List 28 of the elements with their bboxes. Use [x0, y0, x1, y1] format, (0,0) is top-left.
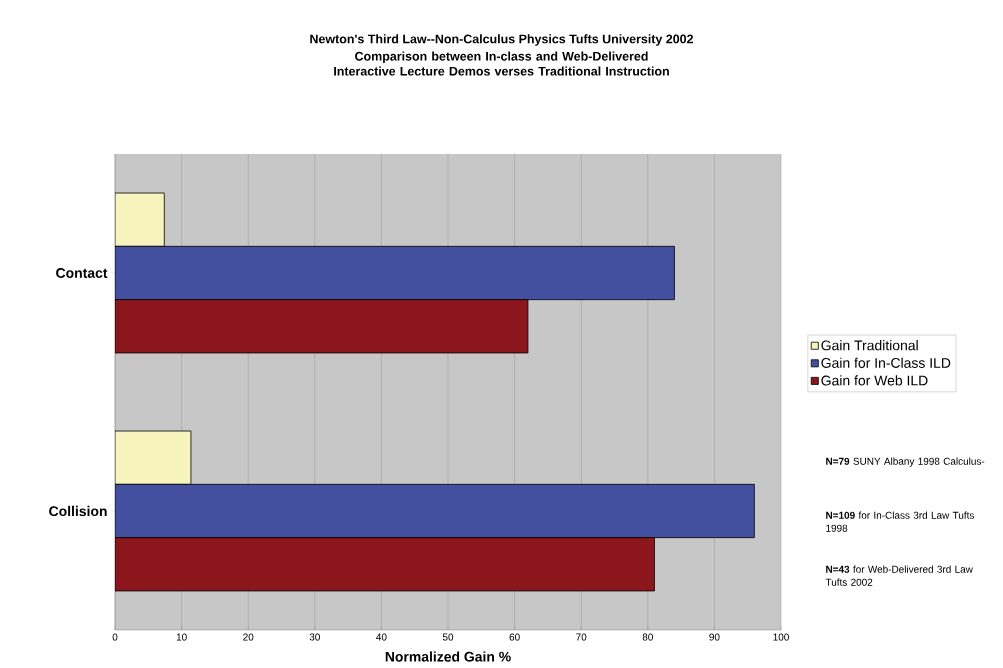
- x-tick-label: 40: [376, 633, 387, 641]
- y-tick-label: Collision: [49, 505, 107, 517]
- chart-title: Newton's Third Law--Non-Calculus Physics Tufts University 2002: [310, 34, 693, 46]
- text: N=43 for Web-Delivered 3rd Law Tufts 2002: [825, 565, 973, 586]
- x-tick-label: 10: [176, 633, 187, 641]
- bar: [115, 537, 655, 592]
- x-tick-label: 0: [112, 633, 118, 641]
- x-tick-label: 90: [709, 633, 720, 641]
- bar: [115, 483, 755, 539]
- legend-label: Gain Traditional: [821, 340, 918, 351]
- x-tick-label: 100: [773, 633, 789, 641]
- x-tick-label: 30: [309, 633, 320, 641]
- text: N=79 SUNY Albany 1998 Calculus-: [826, 457, 985, 467]
- bar: [115, 245, 675, 301]
- x-tick-label: 70: [576, 633, 587, 641]
- x-tick-label: 20: [243, 633, 254, 641]
- bar: [115, 430, 192, 485]
- legend-label: Gain for Web ILD: [821, 375, 928, 386]
- x-axis-title: Normalized Gain %: [385, 651, 511, 662]
- x-tick-label: 50: [442, 633, 454, 641]
- legend-label: Gain for In-Class ILD: [821, 357, 951, 368]
- bar: [115, 299, 529, 354]
- x-tick-label: 80: [642, 633, 653, 641]
- bar: [115, 192, 165, 247]
- x-tick-label: 60: [509, 633, 520, 641]
- text: N=109 for In-Class 3rd Law Tufts 1998: [826, 511, 975, 532]
- chart-subtitle: Comparison between In-class and Web-Delivered Interactive Lecture Demos verses Traditional Instruction: [334, 51, 669, 76]
- y-tick-label: Contact: [56, 268, 108, 278]
